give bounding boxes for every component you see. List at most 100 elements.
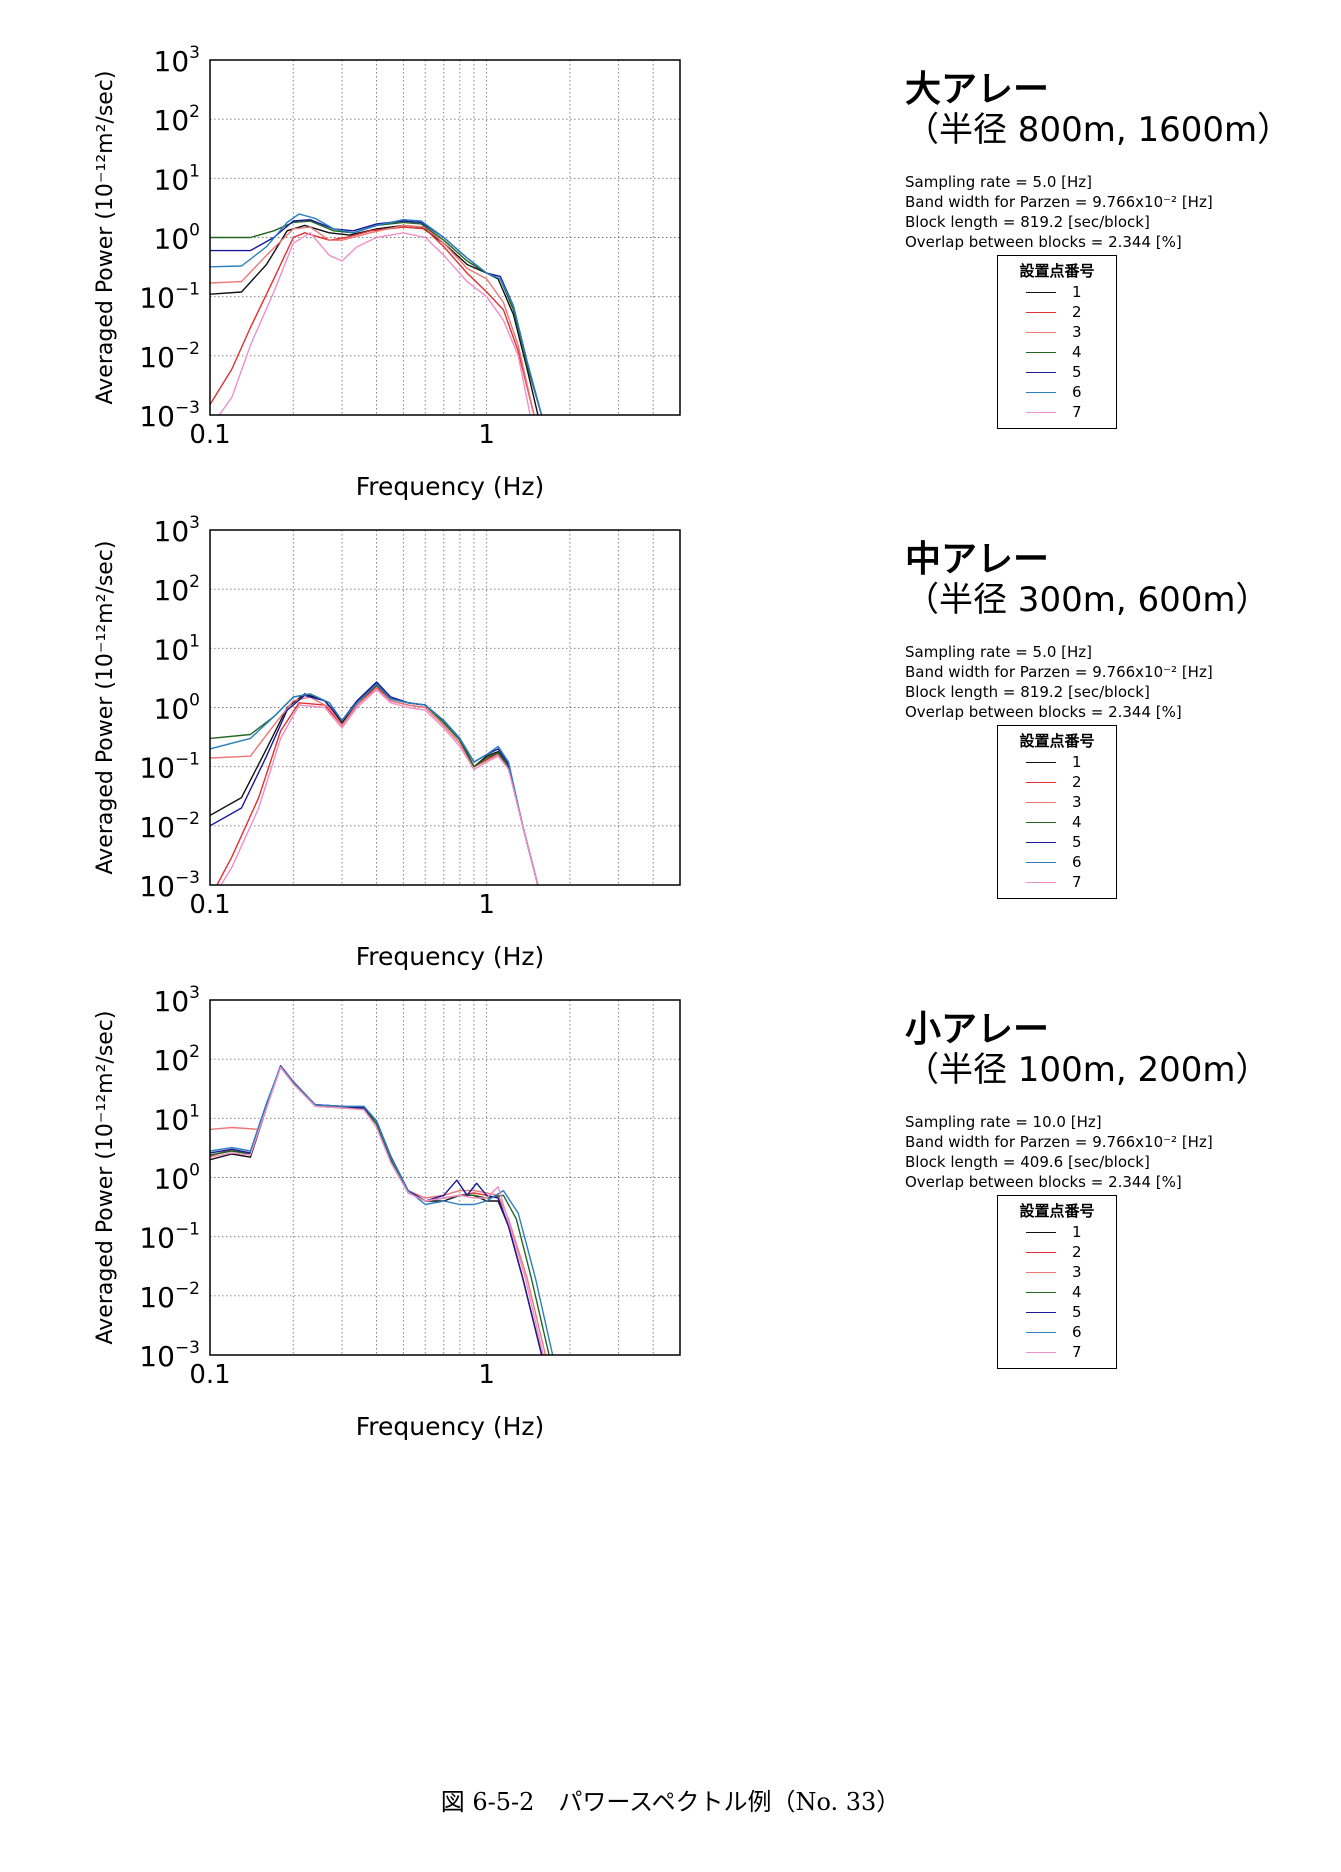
x-tick-label: 1 <box>478 1360 495 1390</box>
spectrum-panel-3: 10−3 10−2 10−1 100 101 102 103 0.1 1 Frequency (H… <box>0 965 1341 1525</box>
y-tick-label: 100 <box>154 221 200 256</box>
legend-label: 1 <box>1072 1223 1082 1241</box>
legend-label: 1 <box>1072 753 1082 771</box>
series-group <box>210 681 539 885</box>
legend-title: 設置点番号 <box>1019 1202 1095 1220</box>
parameter-block: Sampling rate = 5.0 [Hz] Band width for P… <box>905 642 1325 722</box>
legend-label: 7 <box>1072 403 1082 421</box>
parameter-line: Sampling rate = 10.0 [Hz] <box>905 1113 1102 1131</box>
legend-swatch <box>1026 312 1056 313</box>
legend-item: 6 <box>998 382 1116 402</box>
array-info: 小アレー （半径 100m, 200m） Sampling rate = 10.0 … <box>905 1010 1325 1192</box>
series-group <box>210 213 543 415</box>
legend-swatch <box>1026 1312 1056 1313</box>
legend-item: 4 <box>998 812 1116 832</box>
series-line-7 <box>210 1066 544 1355</box>
series-line-7 <box>220 688 539 885</box>
legend-item: 7 <box>998 1342 1116 1362</box>
y-tick-label: 10−1 <box>139 1220 200 1255</box>
y-tick-label: 102 <box>154 102 200 137</box>
series-line-7 <box>218 232 531 415</box>
legend-label: 7 <box>1072 873 1082 891</box>
y-tick-label: 103 <box>154 513 200 548</box>
array-info: 大アレー （半径 800m, 1600m） Sampling rate = 5.0 … <box>905 70 1325 252</box>
array-title: 中アレー <box>905 539 1050 580</box>
legend-item: 1 <box>998 752 1116 772</box>
legend-label: 2 <box>1072 773 1082 791</box>
legend-swatch <box>1026 332 1056 333</box>
legend-swatch <box>1026 822 1056 823</box>
array-info: 中アレー （半径 300m, 600m） Sampling rate = 5.0 [… <box>905 540 1325 722</box>
y-tick-label: 100 <box>154 1161 200 1196</box>
legend-item: 5 <box>998 832 1116 852</box>
parameter-line: Overlap between blocks = 2.344 [%] <box>905 233 1182 251</box>
legend-swatch <box>1026 1332 1056 1333</box>
legend-swatch <box>1026 372 1056 373</box>
series-line-6 <box>210 213 543 415</box>
parameter-line: Sampling rate = 5.0 [Hz] <box>905 643 1093 661</box>
array-radius: （半径 300m, 600m） <box>905 580 1270 620</box>
legend-label: 2 <box>1072 303 1082 321</box>
legend-item: 2 <box>998 302 1116 322</box>
legend-swatch <box>1026 412 1056 413</box>
legend-swatch <box>1026 1292 1056 1293</box>
x-axis-label: Frequency (Hz) <box>356 472 545 501</box>
legend-swatch <box>1026 1232 1056 1233</box>
y-tick-label: 10−1 <box>139 280 200 315</box>
series-line-3 <box>210 1065 547 1355</box>
legend-item: 6 <box>998 1322 1116 1342</box>
legend: 設置点番号 1 2 3 4 5 6 7 <box>997 255 1117 429</box>
legend-label: 5 <box>1072 1303 1082 1321</box>
parameter-line: Band width for Parzen = 9.766x10⁻² [Hz] <box>905 663 1213 681</box>
legend-item: 2 <box>998 1242 1116 1262</box>
legend-title: 設置点番号 <box>1019 732 1095 750</box>
array-radius: （半径 100m, 200m） <box>905 1050 1270 1090</box>
series-line-3 <box>210 687 539 885</box>
x-tick-label: 0.1 <box>189 420 230 450</box>
y-tick-label: 101 <box>154 631 200 666</box>
legend-swatch <box>1026 842 1056 843</box>
y-tick-label: 100 <box>154 691 200 726</box>
legend-label: 3 <box>1072 1263 1082 1281</box>
y-tick-label: 103 <box>154 43 200 78</box>
spectrum-panel-2: 10−3 10−2 10−1 100 101 102 103 0.1 1 Frequency (H… <box>0 495 1341 1055</box>
legend-label: 4 <box>1072 343 1082 361</box>
legend-item: 1 <box>998 1222 1116 1242</box>
legend-swatch <box>1026 882 1056 883</box>
parameter-block: Sampling rate = 5.0 [Hz] Band width for P… <box>905 172 1325 252</box>
legend-swatch <box>1026 1252 1056 1253</box>
legend-item: 4 <box>998 342 1116 362</box>
spectrum-panel-1: 10−3 10−2 10−1 100 101 102 103 0.1 1 Frequency (H… <box>0 25 1341 585</box>
series-line-5 <box>210 218 543 415</box>
series-line-3 <box>210 224 535 415</box>
x-axis-label: Frequency (Hz) <box>356 1412 545 1441</box>
legend-label: 4 <box>1072 813 1082 831</box>
y-tick-label: 10−1 <box>139 750 200 785</box>
x-tick-label: 0.1 <box>189 890 230 920</box>
legend-item: 1 <box>998 282 1116 302</box>
series-line-1 <box>210 224 539 415</box>
y-axis-label: Averaged Power (10⁻¹²m²/sec) <box>93 541 118 875</box>
legend-label: 5 <box>1072 833 1082 851</box>
legend-swatch <box>1026 392 1056 393</box>
series-line-4 <box>210 1066 550 1355</box>
legend-item: 5 <box>998 1302 1116 1322</box>
figure-caption: 図 6-5-2 パワースペクトル例（No. 33） <box>440 1788 901 1816</box>
legend-label: 3 <box>1072 793 1082 811</box>
x-tick-label: 0.1 <box>189 1360 230 1390</box>
parameter-line: Sampling rate = 5.0 [Hz] <box>905 173 1093 191</box>
series-line-6 <box>210 683 539 885</box>
y-tick-label: 10−2 <box>139 1279 200 1314</box>
series-line-2 <box>216 685 539 885</box>
y-axis-label: Averaged Power (10⁻¹²m²/sec) <box>93 71 118 405</box>
y-tick-label: 103 <box>154 983 200 1018</box>
legend: 設置点番号 1 2 3 4 5 6 7 <box>997 725 1117 899</box>
legend: 設置点番号 1 2 3 4 5 6 7 <box>997 1195 1117 1369</box>
legend-label: 1 <box>1072 283 1082 301</box>
legend-swatch <box>1026 1272 1056 1273</box>
legend-item: 3 <box>998 1262 1116 1282</box>
legend-label: 2 <box>1072 1243 1082 1261</box>
y-tick-label: 102 <box>154 1042 200 1077</box>
